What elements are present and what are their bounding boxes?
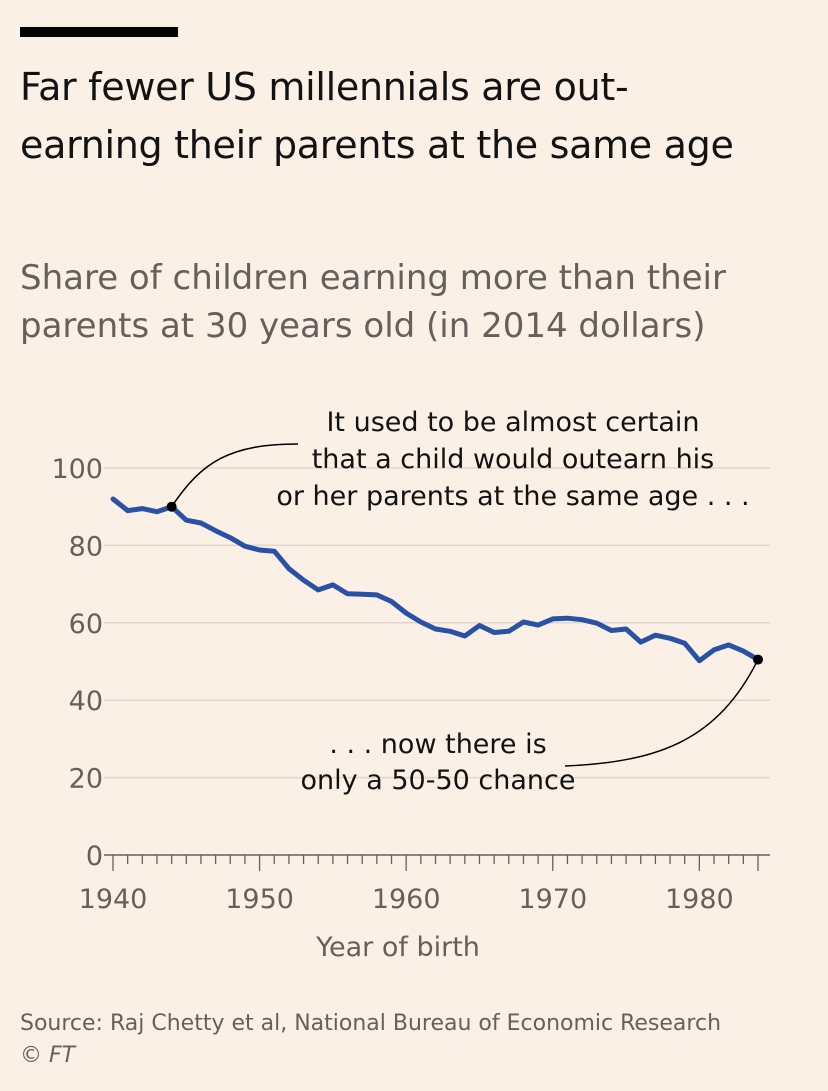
annotation-1-line-1: It used to be almost certain bbox=[326, 407, 699, 438]
source-text: Source: Raj Chetty et al, National Burea… bbox=[20, 1011, 722, 1036]
y-tick-label-80: 80 bbox=[69, 531, 103, 562]
y-tick-label-60: 60 bbox=[69, 609, 103, 640]
chart-title: Far fewer US millennials are out-earning… bbox=[20, 65, 734, 167]
annotation-connector-2 bbox=[564, 659, 759, 767]
annotation-2-line-1: . . . now there is bbox=[329, 729, 546, 760]
y-tick-label-20: 20 bbox=[69, 764, 103, 795]
x-tick-label-1950: 1950 bbox=[225, 884, 294, 915]
x-axis-label: Year of birth bbox=[315, 932, 480, 963]
annotation-connector-1 bbox=[171, 443, 299, 508]
annotations: It used to be almost certain that a child… bbox=[171, 407, 759, 796]
copyright-text: © FT bbox=[20, 1043, 76, 1068]
chart-subtitle: Share of children earning more than thei… bbox=[20, 258, 726, 346]
gridlines bbox=[104, 467, 770, 779]
series-layer bbox=[110, 496, 763, 665]
series-line-0 bbox=[110, 496, 761, 664]
x-tick-label-1940: 1940 bbox=[79, 884, 148, 915]
x-axis: 1940 1950 1960 1970 1980 bbox=[79, 854, 770, 915]
annotation-1-line-3: or her parents at the same age . . . bbox=[276, 481, 749, 512]
line-chart: 0 20 40 60 80 100 1940 1950 1960 1970 1980 It use… bbox=[51, 407, 770, 963]
annotation-2-line-2: only a 50-50 chance bbox=[301, 765, 576, 796]
y-tick-label-100: 100 bbox=[51, 454, 103, 485]
annotation-1-line-2: that a child would outearn his bbox=[312, 444, 715, 475]
y-axis-ticks: 0 20 40 60 80 100 bbox=[51, 454, 103, 872]
x-tick-label-1960: 1960 bbox=[372, 884, 441, 915]
ft-brand-bar bbox=[20, 27, 178, 37]
source-note: Source: Raj Chetty et al, National Burea… bbox=[20, 1008, 721, 1072]
x-tick-label-1980: 1980 bbox=[665, 884, 734, 915]
y-tick-label-0: 0 bbox=[86, 841, 103, 872]
x-tick-label-1970: 1970 bbox=[518, 884, 587, 915]
highlight-point-0 bbox=[166, 501, 177, 512]
y-tick-label-40: 40 bbox=[69, 686, 103, 717]
